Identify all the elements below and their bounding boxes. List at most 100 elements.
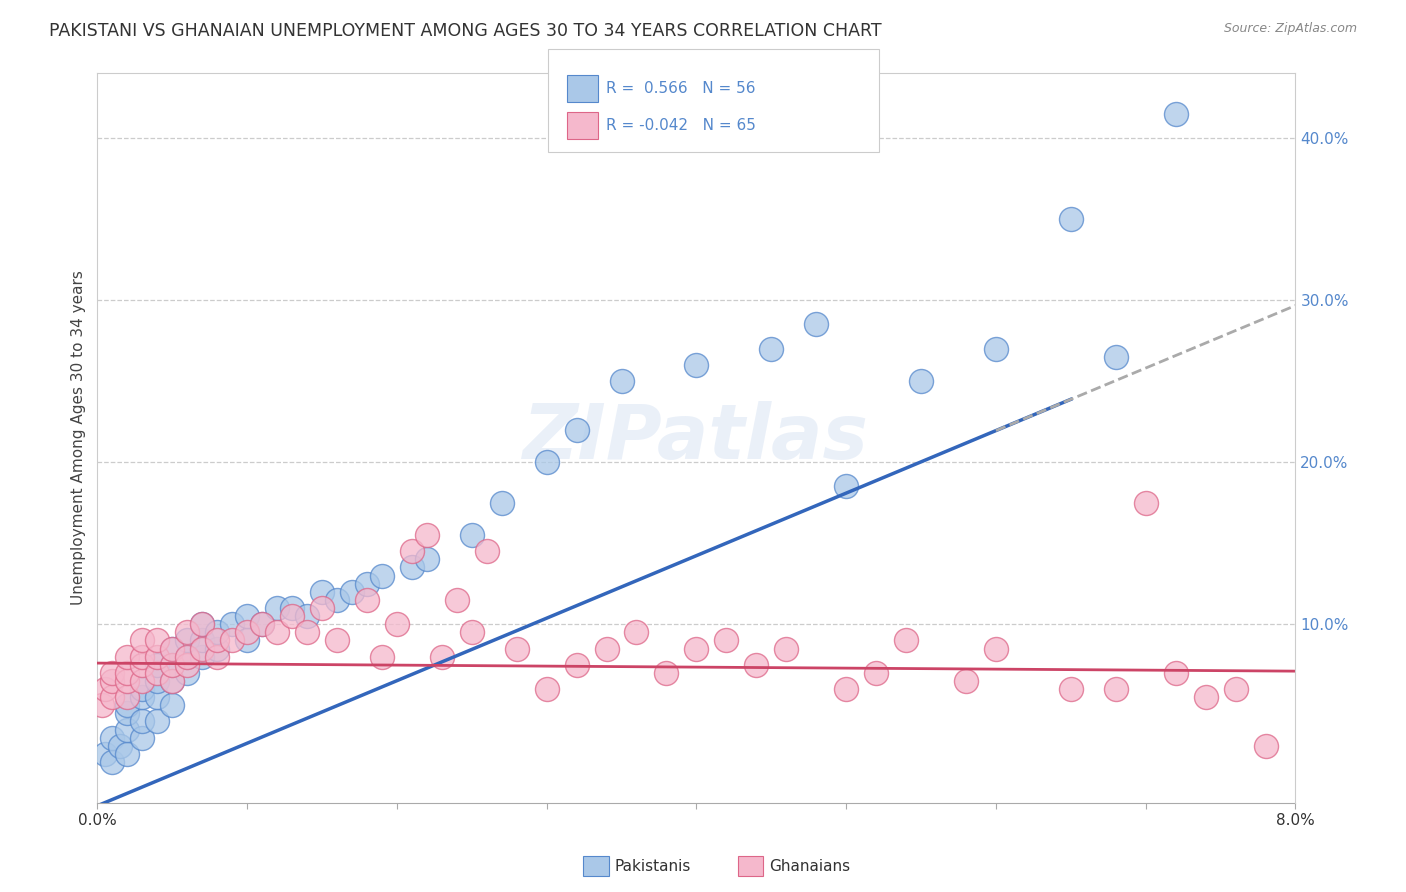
Point [955, 673, 977, 688]
Point [90, 698, 112, 713]
Point [761, 342, 783, 356]
Point [117, 665, 139, 680]
Point [160, 657, 183, 672]
Point [311, 601, 333, 615]
Point [250, 617, 273, 632]
Point [146, 649, 169, 664]
Point [176, 657, 198, 672]
Point [101, 690, 124, 705]
Point [865, 665, 887, 680]
Point [835, 479, 858, 493]
Point [775, 641, 797, 656]
Point [176, 633, 198, 648]
Point [205, 625, 228, 640]
Text: PAKISTANI VS GHANAIAN UNEMPLOYMENT AMONG AGES 30 TO 34 YEARS CORRELATION CHART: PAKISTANI VS GHANAIAN UNEMPLOYMENT AMONG… [49, 22, 882, 40]
Point [1105, 350, 1128, 364]
Point [101, 673, 124, 688]
Point [371, 649, 394, 664]
Point [595, 641, 617, 656]
Point [1060, 681, 1083, 696]
Point [117, 723, 139, 737]
Point [101, 755, 124, 769]
Point [685, 641, 707, 656]
Point [146, 633, 169, 648]
Point [281, 609, 304, 624]
Point [565, 657, 588, 672]
Point [131, 649, 153, 664]
Point [610, 374, 633, 388]
Point [311, 584, 333, 599]
Point [131, 633, 153, 648]
Point [236, 609, 259, 624]
Point [1164, 106, 1187, 120]
Point [1254, 739, 1277, 753]
Point [160, 641, 183, 656]
Point [626, 625, 648, 640]
Point [176, 625, 198, 640]
Point [117, 690, 139, 705]
Point [1135, 495, 1157, 509]
Text: R = -0.042   N = 65: R = -0.042 N = 65 [606, 118, 756, 133]
Point [461, 528, 484, 542]
Point [205, 641, 228, 656]
Text: ZIPatlas: ZIPatlas [523, 401, 869, 475]
Point [101, 731, 124, 745]
Text: Source: ZipAtlas.com: Source: ZipAtlas.com [1223, 22, 1357, 36]
Point [1105, 681, 1128, 696]
Point [131, 681, 153, 696]
Point [250, 617, 273, 632]
Point [146, 665, 169, 680]
Point [430, 649, 453, 664]
Point [835, 681, 858, 696]
Point [326, 593, 349, 607]
Point [295, 609, 318, 624]
Point [401, 560, 423, 574]
Point [191, 617, 214, 632]
Point [1164, 665, 1187, 680]
Point [94, 681, 117, 696]
Point [160, 698, 183, 713]
Point [160, 641, 183, 656]
Point [385, 617, 408, 632]
Point [356, 576, 378, 591]
Point [356, 593, 378, 607]
Point [131, 714, 153, 729]
Point [176, 665, 198, 680]
Point [117, 747, 139, 761]
Point [416, 528, 439, 542]
Point [131, 731, 153, 745]
Point [446, 593, 468, 607]
Point [655, 665, 678, 680]
Point [131, 657, 153, 672]
Point [160, 657, 183, 672]
Point [461, 625, 484, 640]
Point [806, 318, 828, 332]
Point [117, 649, 139, 664]
Point [160, 673, 183, 688]
Point [685, 358, 707, 372]
Point [205, 633, 228, 648]
Point [117, 698, 139, 713]
Text: Ghanaians: Ghanaians [769, 859, 851, 873]
Point [716, 633, 738, 648]
Point [491, 495, 513, 509]
Point [984, 641, 1007, 656]
Point [236, 633, 259, 648]
Point [894, 633, 917, 648]
Point [94, 747, 117, 761]
Point [176, 649, 198, 664]
Point [401, 544, 423, 558]
Point [101, 665, 124, 680]
Point [536, 455, 558, 469]
Point [1060, 211, 1083, 226]
Point [160, 673, 183, 688]
Point [131, 690, 153, 705]
Point [1194, 690, 1216, 705]
Point [146, 673, 169, 688]
Point [416, 552, 439, 566]
Point [131, 673, 153, 688]
Point [371, 568, 394, 582]
Point [1225, 681, 1247, 696]
Point [340, 584, 363, 599]
Text: Pakistanis: Pakistanis [614, 859, 690, 873]
